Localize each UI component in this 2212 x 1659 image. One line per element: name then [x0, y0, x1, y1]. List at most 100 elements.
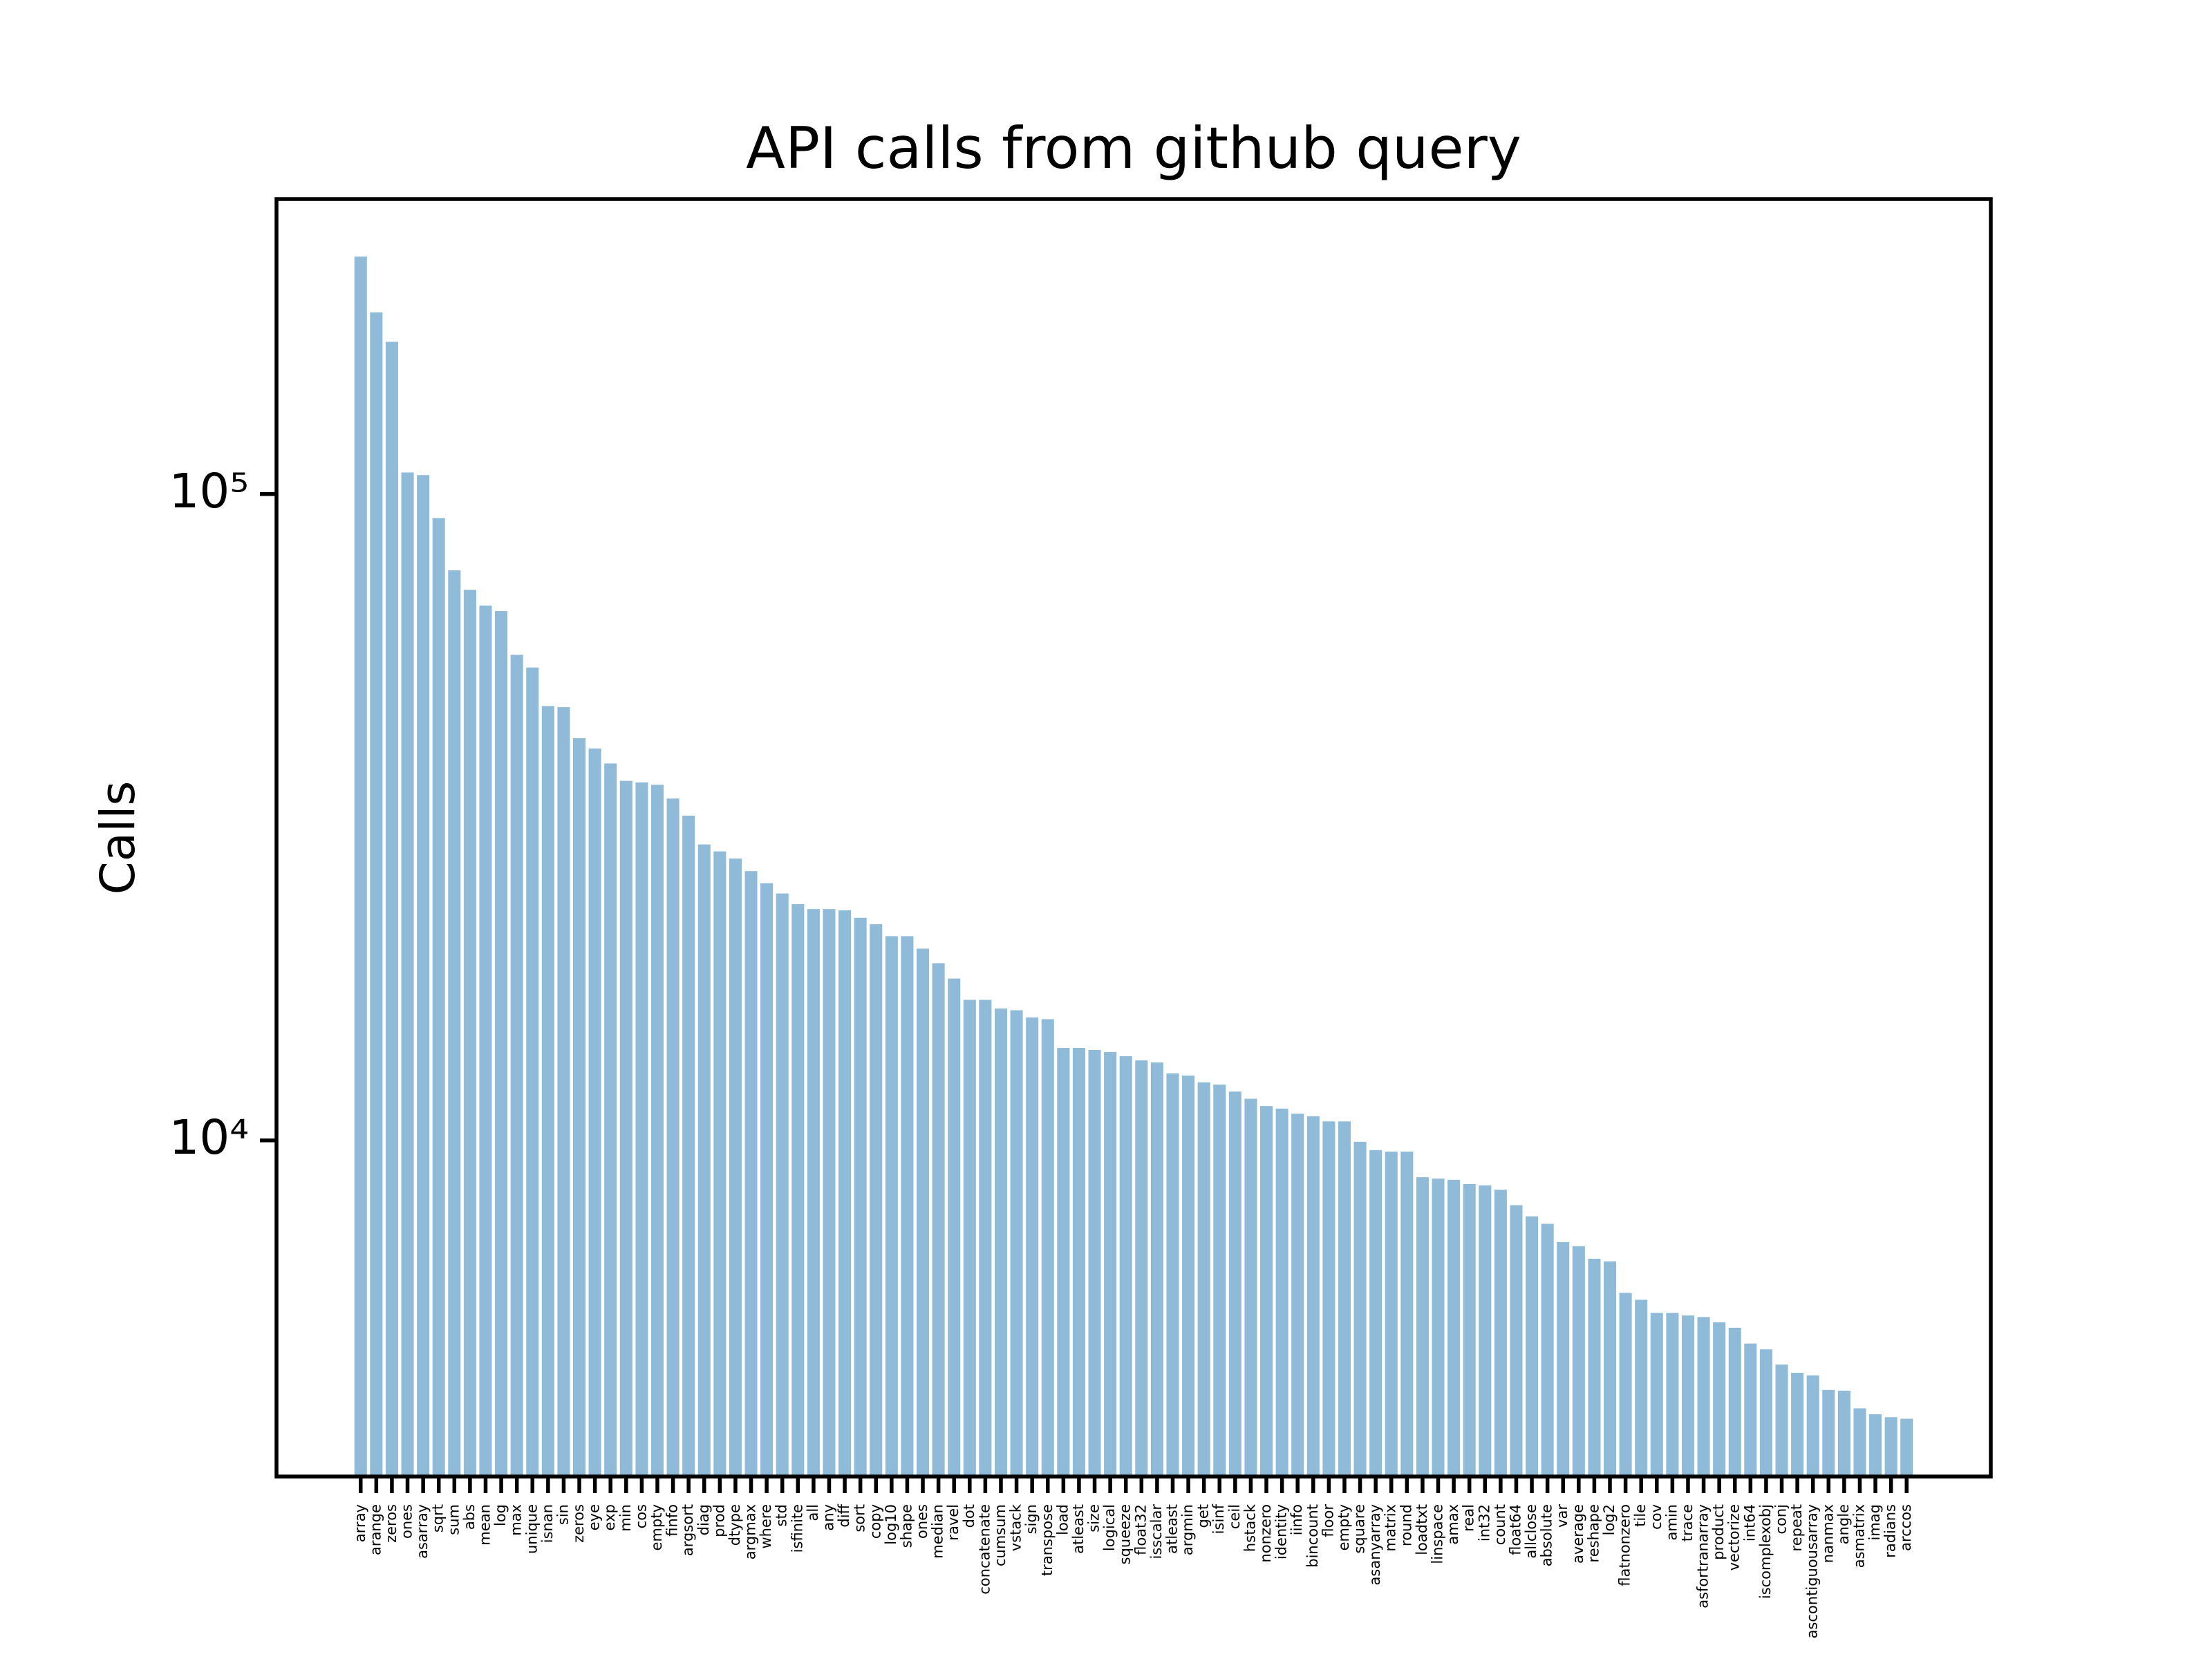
- bar: [1650, 1313, 1663, 1477]
- bar: [760, 883, 774, 1477]
- x-tick-label: argmin: [1179, 1504, 1196, 1555]
- bar: [1900, 1418, 1913, 1477]
- x-tick-label: where: [758, 1504, 774, 1549]
- y-tick-label: 10⁴: [169, 1110, 249, 1165]
- bar: [1526, 1216, 1539, 1477]
- x-tick-label: dtype: [727, 1504, 743, 1546]
- bar: [604, 763, 617, 1477]
- y-axis-label: Calls: [91, 781, 146, 895]
- bar: [572, 738, 586, 1477]
- x-tick-label: radians: [1882, 1504, 1899, 1558]
- bar: [1135, 1060, 1148, 1477]
- x-tick-label: ones: [914, 1504, 930, 1539]
- bar: [1057, 1048, 1070, 1477]
- bar: [1150, 1062, 1163, 1477]
- x-tick-label: allclose: [1523, 1504, 1539, 1559]
- x-tick-label: flatnonzero: [1617, 1504, 1633, 1586]
- x-tick-label: conj: [1773, 1504, 1790, 1535]
- bar: [1088, 1049, 1101, 1477]
- x-tick-label: loadtxt: [1414, 1504, 1430, 1555]
- bar: [1603, 1261, 1617, 1477]
- bar: [1166, 1073, 1179, 1477]
- x-tick-label: all: [805, 1504, 821, 1521]
- x-tick-label: ascontiguousarray: [1804, 1504, 1821, 1638]
- bar: [1837, 1390, 1850, 1477]
- bar: [994, 1008, 1008, 1477]
- x-tick-label: atleast: [1163, 1504, 1180, 1554]
- bar: [1213, 1085, 1226, 1477]
- bar: [1588, 1258, 1601, 1477]
- x-tick-label: cos: [632, 1504, 649, 1528]
- bar: [1681, 1315, 1695, 1477]
- bar: [1447, 1179, 1461, 1477]
- bar: [401, 472, 414, 1477]
- bar: [1635, 1300, 1648, 1477]
- bar: [1353, 1141, 1367, 1477]
- bar: [557, 707, 570, 1477]
- bar: [697, 844, 711, 1477]
- x-tick-label: get: [1195, 1504, 1212, 1528]
- bar: [838, 910, 852, 1477]
- x-tick-label: angle: [1835, 1504, 1852, 1544]
- x-tick-label: var: [1554, 1504, 1571, 1528]
- x-tick-label: max: [508, 1504, 525, 1536]
- bar: [385, 341, 398, 1477]
- x-tick-label: argsort: [679, 1504, 696, 1556]
- x-tick-label: iinfo: [1288, 1504, 1305, 1535]
- x-tick-label: vectorize: [1726, 1504, 1743, 1571]
- x-tick-label: std: [774, 1504, 790, 1527]
- x-tick-label: matrix: [1382, 1504, 1399, 1551]
- x-tick-label: shape: [898, 1504, 915, 1548]
- bar: [619, 780, 632, 1477]
- x-tick-label: sign: [1023, 1504, 1040, 1534]
- x-tick-label: sqrt: [430, 1504, 447, 1533]
- x-tick-label: identity: [1273, 1504, 1290, 1559]
- x-tick-label: isfinite: [789, 1504, 805, 1553]
- x-tick-label: absolute: [1539, 1504, 1555, 1566]
- bar: [635, 782, 648, 1477]
- x-tick-label: empty: [648, 1504, 665, 1550]
- bar: [854, 917, 867, 1477]
- bar: [1510, 1205, 1523, 1477]
- bar: [1728, 1327, 1741, 1477]
- x-tick-label: unique: [523, 1504, 540, 1554]
- x-tick-label: min: [617, 1504, 634, 1532]
- x-tick-label: square: [1351, 1504, 1368, 1554]
- x-tick-label: amax: [1445, 1504, 1461, 1545]
- x-tick-label: int64: [1741, 1504, 1758, 1541]
- bar: [432, 518, 445, 1477]
- x-tick-label: cov: [1648, 1504, 1665, 1530]
- bar: [588, 748, 601, 1477]
- bar: [1306, 1116, 1320, 1477]
- plot-frame: [274, 197, 1993, 1479]
- bar: [713, 851, 727, 1477]
- bar: [1197, 1082, 1210, 1477]
- bar: [1041, 1019, 1054, 1477]
- bar: [1104, 1051, 1117, 1477]
- bar: [885, 936, 898, 1477]
- bar: [823, 909, 836, 1477]
- x-tick-label: copy: [867, 1504, 883, 1539]
- bar: [1228, 1091, 1241, 1477]
- bar: [541, 706, 554, 1477]
- x-tick-label: sort: [852, 1504, 868, 1533]
- bar: [729, 858, 742, 1477]
- x-tick-label: array: [352, 1504, 368, 1542]
- x-tick-label: size: [1086, 1504, 1103, 1533]
- bar: [1010, 1010, 1023, 1477]
- bar: [1026, 1017, 1039, 1477]
- x-tick-label: atleast: [1070, 1504, 1087, 1554]
- x-tick-label: reshape: [1585, 1504, 1602, 1562]
- bar: [1119, 1056, 1132, 1477]
- x-tick-label: log2: [1601, 1504, 1618, 1535]
- bar: [1869, 1414, 1882, 1477]
- x-tick-label: imag: [1866, 1504, 1883, 1541]
- x-tick-label: diag: [695, 1504, 712, 1535]
- x-tick-label: asfortranarray: [1695, 1504, 1712, 1609]
- x-tick-label: exp: [601, 1504, 618, 1530]
- x-tick-label: tile: [1632, 1504, 1649, 1527]
- bar: [901, 936, 914, 1477]
- x-tick-label: mean: [476, 1504, 493, 1546]
- bar: [807, 909, 820, 1477]
- bar: [1557, 1241, 1570, 1477]
